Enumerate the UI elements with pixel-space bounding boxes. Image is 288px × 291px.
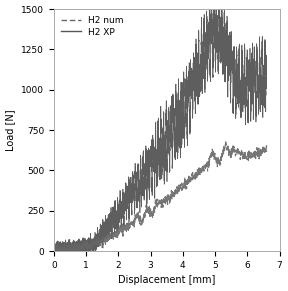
Y-axis label: Load [N]: Load [N] — [5, 109, 16, 151]
X-axis label: Displacement [mm]: Displacement [mm] — [118, 276, 215, 285]
Legend: H2 num, H2 XP: H2 num, H2 XP — [58, 14, 126, 39]
